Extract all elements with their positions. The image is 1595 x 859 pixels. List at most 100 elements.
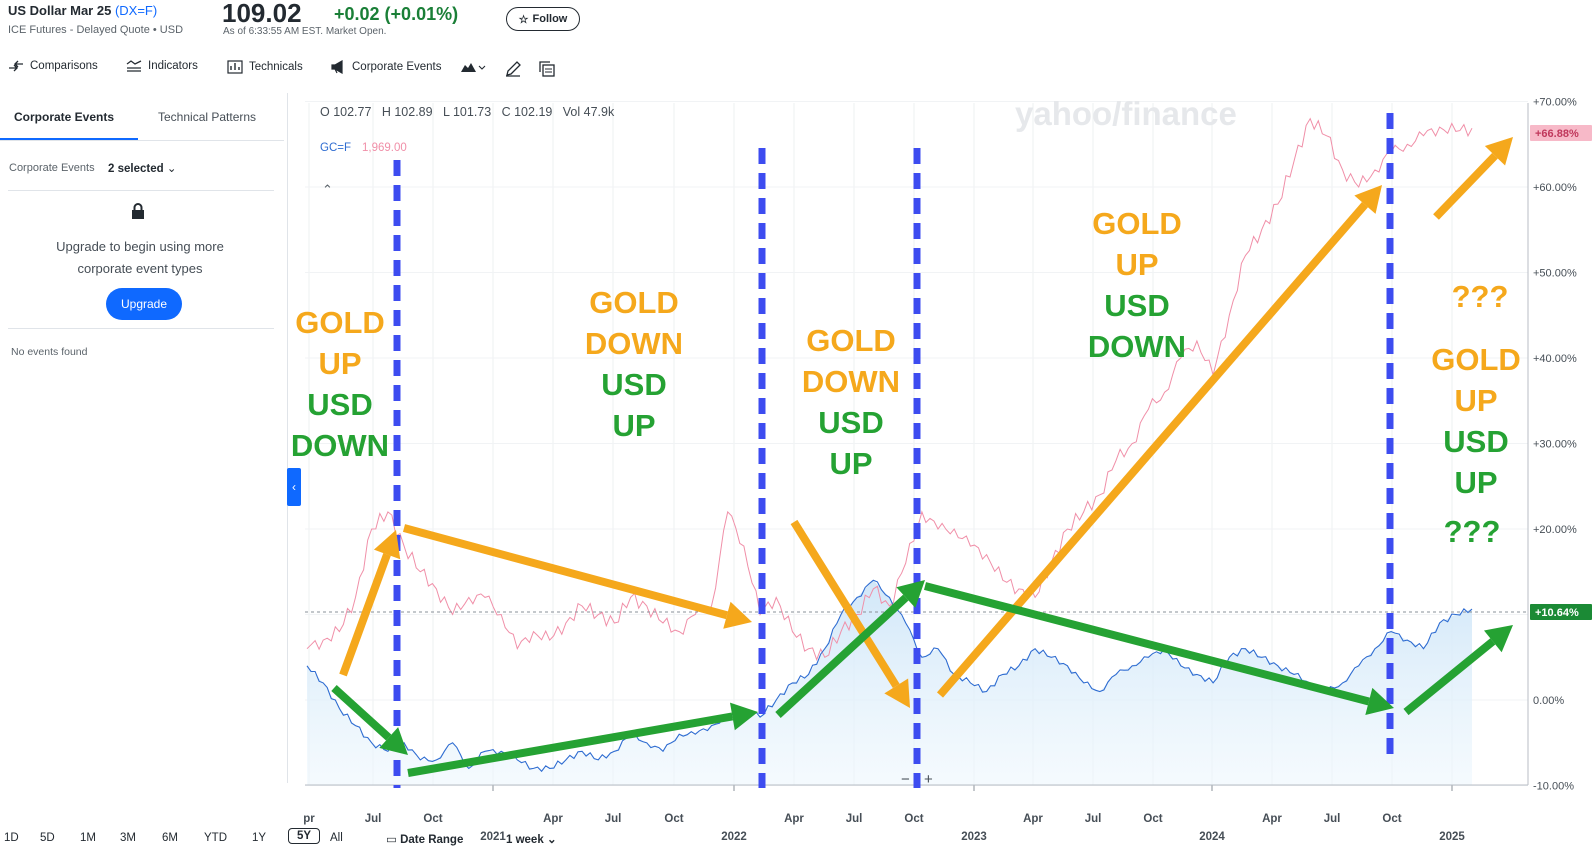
corporate-events-button[interactable]: Corporate Events	[330, 60, 442, 74]
trend-arrow	[923, 582, 1394, 716]
annotation-4-line-3: USD	[1104, 288, 1169, 323]
chart-axes: pr Jul Oct 2021 Apr Jul Oct 2022 Apr Jul Oct 2023 Ap…	[303, 97, 1577, 844]
filter-value: 2 selected	[108, 163, 164, 175]
x-tick-label: Apr	[1262, 813, 1282, 825]
interval-label: 1 week	[506, 834, 544, 846]
ohlc-readout: O 102.77 H 102.89 L 101.73 C 102.19 Vol …	[320, 105, 615, 119]
usd-value-badge: +10.64%	[1530, 604, 1592, 620]
range-1d-button[interactable]: 1D	[4, 832, 19, 844]
annotation-5-line-3: USD	[1443, 424, 1508, 459]
trend-arrow	[790, 519, 910, 708]
x-tick-label: 2023	[961, 831, 987, 843]
symbol-title: US Dollar Mar 25 (DX=F)	[8, 3, 157, 18]
collapse-legend-icon[interactable]: ⌃	[322, 182, 333, 197]
star-icon: ☆	[518, 13, 529, 26]
tab-technical-patterns[interactable]: Technical Patterns	[158, 110, 257, 124]
annotation-group-2: GOLD DOWN USD UP	[585, 285, 683, 443]
follow-button[interactable]: ☆ Follow	[506, 7, 580, 31]
annotation-1-line-3: USD	[307, 387, 372, 422]
trend-arrow	[775, 580, 925, 718]
annotation-group-1: GOLD UP USD DOWN	[291, 305, 389, 463]
y-tick-label: +30.00%	[1533, 439, 1577, 451]
annotation-3-line-3: USD	[818, 405, 883, 440]
collapse-panel-button[interactable]: ‹	[287, 468, 301, 506]
range-ytd-button[interactable]: YTD	[204, 832, 227, 844]
chevron-down-icon: ⌄	[546, 834, 557, 846]
pencil-icon	[506, 61, 521, 77]
x-tick-label: Oct	[423, 813, 442, 825]
active-tab-indicator	[0, 138, 138, 141]
annotation-2-line-2: DOWN	[585, 326, 683, 361]
draw-button[interactable]	[504, 60, 522, 78]
annotation-5-question-2: ???	[1444, 514, 1501, 549]
range-6m-button[interactable]: 6M	[162, 832, 178, 844]
symbol-subtitle: ICE Futures - Delayed Quote • USD	[8, 24, 184, 36]
comparisons-button[interactable]: Comparisons	[8, 60, 98, 72]
range-all-button[interactable]: All	[330, 832, 343, 844]
x-tick-label: Apr	[543, 813, 563, 825]
comparisons-label: Comparisons	[30, 60, 98, 72]
annotation-5-line-4: UP	[1454, 465, 1497, 500]
annotation-4-line-2: UP	[1115, 247, 1158, 282]
range-5d-button[interactable]: 5D	[40, 832, 55, 844]
annotation-4-line-1: GOLD	[1092, 206, 1182, 241]
x-tick-label: 2025	[1439, 831, 1465, 843]
date-range-button[interactable]: ▭ Date Range	[386, 832, 463, 846]
x-tick-label: 2024	[1199, 831, 1225, 843]
annotation-1-line-4: DOWN	[291, 428, 389, 463]
annotation-group-5: ??? GOLD UP USD UP ???	[1431, 279, 1521, 549]
value-badges: +66.88% +10.64%	[1530, 125, 1592, 620]
calendar-icon: ▭	[386, 834, 397, 846]
symbol-name: US Dollar Mar 25	[8, 3, 112, 18]
x-tick-label: 2022	[721, 831, 747, 843]
zoom-out-button[interactable]: −	[901, 771, 910, 788]
megaphone-icon	[331, 60, 343, 74]
quote-timestamp: As of 6:33:55 AM EST. Market Open.	[223, 26, 387, 37]
technicals-label: Technicals	[249, 61, 303, 73]
trend-arrow	[1433, 137, 1513, 220]
annotation-group-3: GOLD DOWN USD UP	[802, 323, 900, 481]
y-tick-label: +70.00%	[1533, 97, 1577, 109]
tab-divider	[0, 140, 284, 141]
chevron-down-icon: ⌄	[166, 163, 177, 175]
symbol-ticker[interactable]: (DX=F)	[114, 3, 158, 18]
zoom-in-button[interactable]: +	[924, 771, 933, 788]
upgrade-button[interactable]: Upgrade	[106, 288, 182, 320]
x-tick-label: Jul	[365, 813, 382, 825]
y-tick-label: +60.00%	[1533, 182, 1577, 194]
usd-series-line	[306, 579, 1473, 773]
chart-type-dropdown[interactable]	[460, 60, 486, 74]
x-tick-label: Oct	[664, 813, 683, 825]
upgrade-message-line-2: corporate event types	[77, 261, 203, 276]
phase-dividers	[393, 113, 1394, 788]
trend-arrow	[402, 524, 752, 629]
layers-button[interactable]	[538, 60, 556, 78]
tab-corporate-events[interactable]: Corporate Events	[14, 110, 115, 124]
annotation-3-line-1: GOLD	[806, 323, 896, 358]
y-tick-label: 0.00%	[1533, 695, 1564, 707]
x-tick-label: Apr	[1023, 813, 1043, 825]
range-1m-button[interactable]: 1M	[80, 832, 96, 844]
range-1y-button[interactable]: 1Y	[252, 832, 267, 844]
compare-symbol[interactable]: GC=F	[320, 142, 351, 154]
indicators-button[interactable]: Indicators	[126, 60, 198, 72]
events-filter-dropdown[interactable]: 2 selected ⌄	[108, 161, 176, 175]
chevron-left-icon: ‹	[292, 480, 296, 494]
interval-dropdown[interactable]: 1 week ⌄	[506, 832, 557, 846]
range-5y-button[interactable]: 5Y	[288, 828, 321, 844]
technicals-button[interactable]: Technicals	[227, 60, 303, 74]
x-tick-label: Apr	[784, 813, 804, 825]
layers-icon	[539, 61, 555, 77]
upgrade-message-line-1: Upgrade to begin using more	[56, 239, 224, 254]
yahoo-finance-watermark: yahoo/finance	[1015, 95, 1237, 132]
annotation-2-line-1: GOLD	[589, 285, 679, 320]
trend-arrow	[331, 685, 408, 755]
annotation-2-line-3: USD	[601, 367, 666, 402]
upgrade-divider	[8, 328, 274, 329]
x-tick-label: Jul	[1324, 813, 1341, 825]
no-events-text: No events found	[11, 346, 88, 358]
upgrade-message: Upgrade to begin using more corporate ev…	[20, 236, 260, 280]
technicals-icon	[227, 60, 243, 74]
range-3m-button[interactable]: 3M	[120, 832, 136, 844]
